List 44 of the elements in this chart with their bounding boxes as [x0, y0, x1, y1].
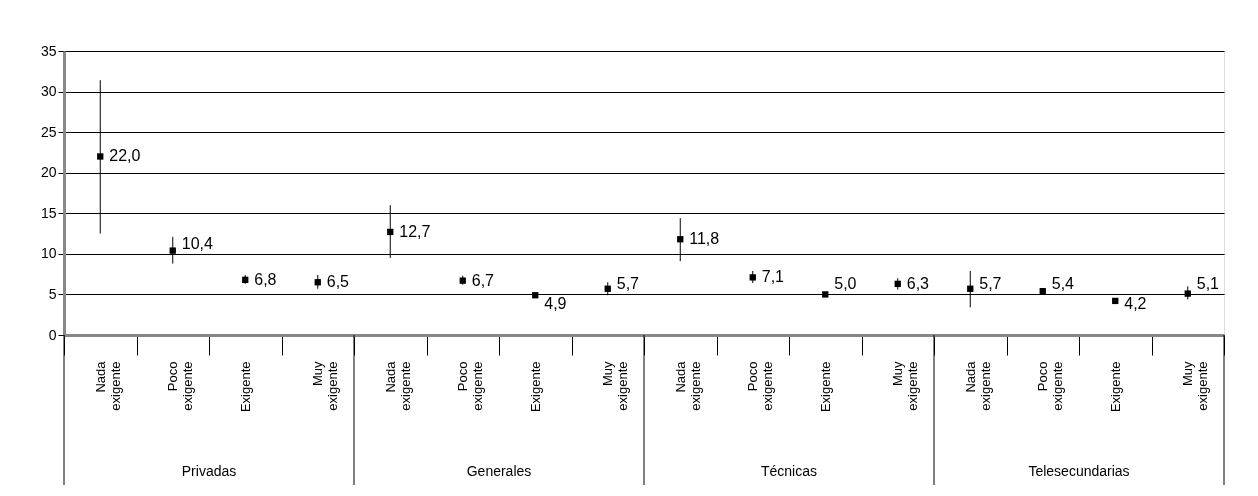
data-label: 10,4: [181, 234, 213, 252]
data-label: 12,7: [399, 222, 431, 240]
text: Generales: [466, 463, 532, 479]
text: Técnicas: [760, 463, 818, 479]
data-label: 6,3: [906, 274, 930, 292]
x-tick-label: Exigente: [817, 361, 833, 413]
data-label: 5,7: [616, 275, 640, 293]
x-tick-label: Exigente: [527, 361, 543, 413]
data-label: 22,0: [109, 147, 141, 165]
data-label: 4,2: [1124, 295, 1147, 313]
y-tick-label: 10: [40, 245, 57, 262]
x-tick-label: Nada exigente: [672, 360, 703, 411]
x-tick-label: Nada exigente: [382, 360, 413, 411]
data-label: 4,9: [544, 295, 567, 313]
text: Telesecundarias: [1028, 463, 1130, 479]
data-label: 5,0: [834, 275, 857, 293]
y-tick-label: 35: [40, 42, 57, 59]
x-tick-label: Muy exigente: [310, 361, 341, 411]
data-label: 7,1: [761, 268, 785, 286]
x-tick-label: Exigente: [237, 361, 253, 413]
x-tick-label: Nada exigente: [962, 360, 993, 411]
data-label: 11,8: [689, 230, 720, 248]
text: Privadas: [181, 463, 237, 479]
data-label: 6,7: [471, 271, 495, 289]
x-tick-label: Muy exigente: [890, 361, 921, 411]
x-tick-label: Exigente: [1107, 361, 1123, 413]
x-tick-label: Poco exigente: [165, 361, 196, 411]
y-tick-label: 5: [48, 285, 57, 302]
data-label: 6,5: [326, 273, 350, 291]
y-tick-label: 20: [40, 164, 57, 181]
y-tick-label: 0: [48, 326, 57, 343]
data-label: 5,4: [1051, 275, 1075, 293]
x-tick-label: Nada exigente: [92, 360, 123, 411]
y-tick-label: 15: [40, 204, 57, 221]
x-tick-label: Poco exigente: [1035, 361, 1066, 411]
data-label: 6,8: [254, 270, 277, 288]
y-tick-label: 30: [40, 83, 57, 100]
x-tick-label: Poco exigente: [745, 361, 776, 411]
x-tick-label: Muy exigente: [1180, 361, 1211, 411]
x-tick-label: Muy exigente: [600, 361, 631, 411]
data-label: 5,1: [1196, 275, 1220, 293]
y-tick-label: 25: [40, 123, 57, 140]
x-tick-label: Poco exigente: [455, 361, 486, 411]
data-label: 5,7: [979, 275, 1002, 293]
